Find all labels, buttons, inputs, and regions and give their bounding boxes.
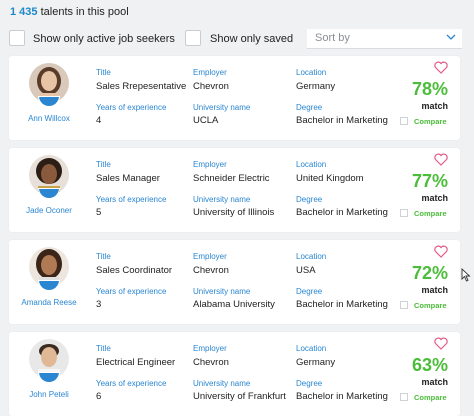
years-value: 6 [96,391,102,402]
chevron-down-icon [446,34,456,40]
location-label: Location [296,344,327,353]
match-percent: 78% [411,79,448,99]
title-label: Title [96,344,111,353]
avatar [29,339,69,383]
compare-checkbox[interactable] [400,117,408,125]
mouse-cursor-icon [461,268,471,282]
heart-icon[interactable] [434,245,448,258]
active-seekers-label: Show only active job seekers [33,33,175,45]
location-label: Location [296,252,327,261]
location-label: Location [296,68,327,77]
years-label: Years of experience [96,103,167,112]
heart-icon[interactable] [434,337,448,350]
match-label: match [421,285,448,295]
university-value: UCLA [193,115,219,126]
verified-badge-icon [38,280,60,291]
university-label: University name [193,195,251,204]
match-label: match [421,193,448,203]
employer-label: Employer [193,68,227,77]
degree-label: Degree [296,379,323,388]
years-label: Years of experience [96,195,167,204]
match-percent: 77% [411,171,448,191]
degree-label: Degree [296,287,323,296]
location-value: Germany [296,357,336,368]
heart-icon[interactable] [434,61,448,74]
years-value: 4 [96,115,102,126]
location-value: USA [296,265,316,276]
compare-checkbox[interactable] [400,301,408,309]
candidate-name[interactable]: John Peteli [29,390,69,399]
title-label: Title [96,160,111,169]
degree-value: Bachelor in Marketing [296,207,388,218]
saved-only-checkbox[interactable] [185,30,201,46]
saved-only-label: Show only saved [210,33,294,45]
degree-value: Bachelor in Marketing [296,391,388,402]
compare-label[interactable]: Compare [414,393,447,402]
degree-value: Bachelor in Marketing [296,299,388,310]
university-label: University name [193,379,251,388]
active-seekers-checkbox[interactable] [9,30,25,46]
university-value: University of Illinois [193,207,275,218]
avatar [29,247,69,291]
candidate-card[interactable]: Jade Oconer Title Sales Manager Employer… [9,148,460,232]
talent-count: 1 435 [10,6,38,18]
candidate-name[interactable]: Amanda Reese [21,298,77,307]
location-value: United Kingdom [296,173,364,184]
talent-count-suffix: talents in this pool [37,6,129,18]
compare-label[interactable]: Compare [414,209,447,218]
sort-by-placeholder: Sort by [315,32,350,44]
match-percent: 72% [411,263,448,283]
location-label: Location [296,160,327,169]
employer-value: Chevron [193,357,229,368]
degree-label: Degree [296,103,323,112]
employer-label: Employer [193,252,227,261]
employer-label: Employer [193,344,227,353]
employer-value: Schneider Electric [193,173,270,184]
degree-label: Degree [296,195,323,204]
university-value: University of Frankfurt [193,391,286,402]
title-value: Sales Manager [96,173,160,184]
match-label: match [421,101,448,111]
candidate-name[interactable]: Ann Willcox [28,114,70,123]
title-label: Title [96,68,111,77]
university-label: University name [193,103,251,112]
candidate-card[interactable]: Ann Willcox Title Sales Rrepesentative E… [9,56,460,140]
title-label: Title [96,252,111,261]
university-label: University name [193,287,251,296]
verified-badge-icon [38,188,60,199]
candidate-photo [29,247,69,287]
avatar [29,63,69,107]
years-label: Years of experience [96,287,167,296]
years-value: 5 [96,207,102,218]
years-label: Years of experience [96,379,167,388]
candidate-name[interactable]: Jade Oconer [26,206,72,215]
candidate-card[interactable]: Amanda Reese Title Sales Coordinator Emp… [9,240,460,324]
title-value: Sales Rrepesentative [96,81,187,92]
heart-icon[interactable] [434,153,448,166]
university-value: Alabama University [193,299,275,310]
years-value: 3 [96,299,102,310]
verified-badge-icon [38,372,60,383]
compare-checkbox[interactable] [400,209,408,217]
location-value: Germany [296,81,336,92]
compare-checkbox[interactable] [400,393,408,401]
sort-by-select[interactable]: Sort by [307,29,462,49]
title-value: Sales Coordinator [96,265,173,276]
match-label: match [421,377,448,387]
title-value: Electrical Engineer [96,357,176,368]
employer-value: Chevron [193,81,229,92]
filter-bar: Show only active job seekers Show only s… [9,29,464,51]
candidate-card[interactable]: John Peteli Title Electrical Engineer Em… [9,332,460,416]
compare-label[interactable]: Compare [414,301,447,310]
verified-badge-icon [38,96,60,107]
degree-value: Bachelor in Marketing [296,115,388,126]
employer-value: Chevron [193,265,229,276]
results-header: 1 435 talents in this pool [10,6,129,18]
avatar [29,155,69,199]
compare-label[interactable]: Compare [414,117,447,126]
employer-label: Employer [193,160,227,169]
match-percent: 63% [411,355,448,375]
